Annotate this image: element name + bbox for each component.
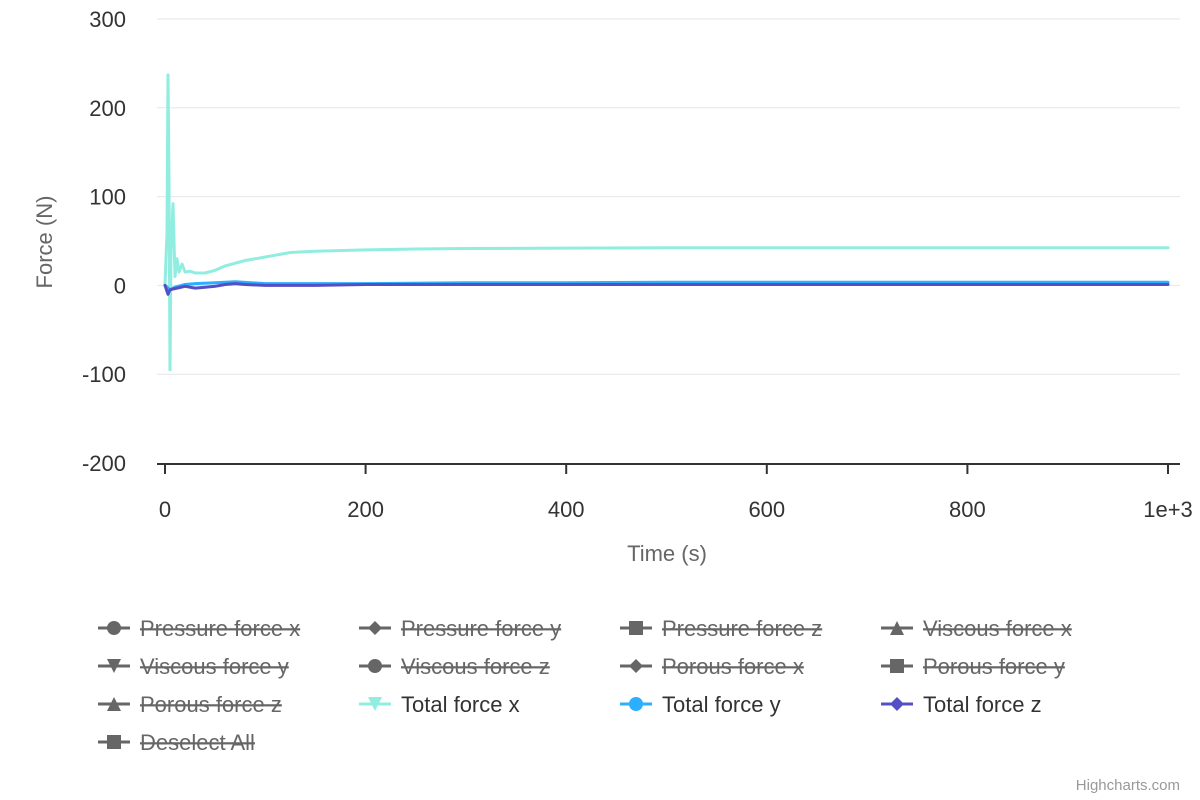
x-axis-ticks: 0 200 400 600 800 1e+3 — [159, 464, 1193, 522]
legend-marker-icon — [890, 697, 904, 711]
x-tick-label: 800 — [949, 497, 986, 522]
y-tick-label: 200 — [89, 96, 126, 121]
legend-item-viscous-force-x[interactable]: Viscous force x — [881, 616, 1072, 641]
y-tick-label: 100 — [89, 185, 126, 210]
legend-item-pressure-force-z[interactable]: Pressure force z — [620, 616, 822, 641]
y-tick-label: 0 — [114, 273, 126, 298]
x-tick-label: 600 — [748, 497, 785, 522]
legend-marker-icon — [629, 697, 643, 711]
legend-item-pressure-force-y[interactable]: Pressure force y — [359, 616, 561, 641]
legend-item-viscous-force-z[interactable]: Viscous force z — [359, 654, 550, 679]
plot-area — [163, 73, 1170, 372]
legend-label: Total force y — [662, 692, 781, 717]
legend-label: Viscous force y — [140, 654, 289, 679]
legend-label: Deselect All — [140, 730, 255, 755]
credits-link[interactable]: Highcharts.com — [1076, 777, 1180, 794]
legend-item-porous-force-x[interactable]: Porous force x — [620, 654, 804, 679]
y-tick-label: -200 — [82, 451, 126, 476]
series-line-total-force-x — [163, 73, 1170, 372]
gridlines — [157, 18, 1180, 375]
legend-marker-icon — [629, 659, 643, 673]
legend-label: Total force x — [401, 692, 520, 717]
x-tick-label: 200 — [347, 497, 384, 522]
legend: Pressure force x Pressure force y Pressure… — [98, 616, 1072, 755]
legend-item-total-force-y[interactable]: Total force y — [620, 692, 781, 717]
legend-marker-icon — [629, 621, 643, 635]
legend-item-viscous-force-y[interactable]: Viscous force y — [98, 654, 289, 679]
y-axis-title: Force (N) — [32, 196, 57, 289]
legend-marker-icon — [890, 659, 904, 673]
legend-marker-icon — [107, 659, 121, 673]
x-tick-label: 400 — [548, 497, 585, 522]
legend-label: Viscous force x — [923, 616, 1072, 641]
legend-label: Total force z — [923, 692, 1042, 717]
legend-marker-icon — [890, 621, 904, 635]
legend-item-total-force-z[interactable]: Total force z — [881, 692, 1042, 717]
legend-marker-icon — [107, 735, 121, 749]
legend-marker-icon — [368, 697, 382, 711]
legend-item-pressure-force-x[interactable]: Pressure force x — [98, 616, 300, 641]
legend-label: Pressure force x — [140, 616, 300, 641]
legend-marker-icon — [107, 621, 121, 635]
legend-item-porous-force-y[interactable]: Porous force y — [881, 654, 1065, 679]
legend-marker-icon — [368, 621, 382, 635]
x-tick-label: 0 — [159, 497, 171, 522]
legend-marker-icon — [368, 659, 382, 673]
legend-label: Porous force x — [662, 654, 804, 679]
y-axis-ticks: -200 -100 0 100 200 300 — [82, 7, 126, 476]
legend-label: Pressure force y — [401, 616, 561, 641]
legend-label: Porous force z — [140, 692, 282, 717]
x-axis-title: Time (s) — [627, 541, 707, 566]
legend-item-total-force-x[interactable]: Total force x — [359, 692, 520, 717]
y-tick-label: -100 — [82, 362, 126, 387]
series-line-total-force-z — [163, 282, 1170, 296]
legend-label: Viscous force z — [401, 654, 550, 679]
legend-marker-icon — [107, 697, 121, 711]
x-tick-label: 1e+3 — [1143, 497, 1193, 522]
legend-item-porous-force-z[interactable]: Porous force z — [98, 692, 282, 717]
y-tick-label: 300 — [89, 7, 126, 32]
legend-label: Pressure force z — [662, 616, 822, 641]
legend-label: Porous force y — [923, 654, 1065, 679]
deselect-all-toggle[interactable]: Deselect All — [98, 730, 255, 755]
